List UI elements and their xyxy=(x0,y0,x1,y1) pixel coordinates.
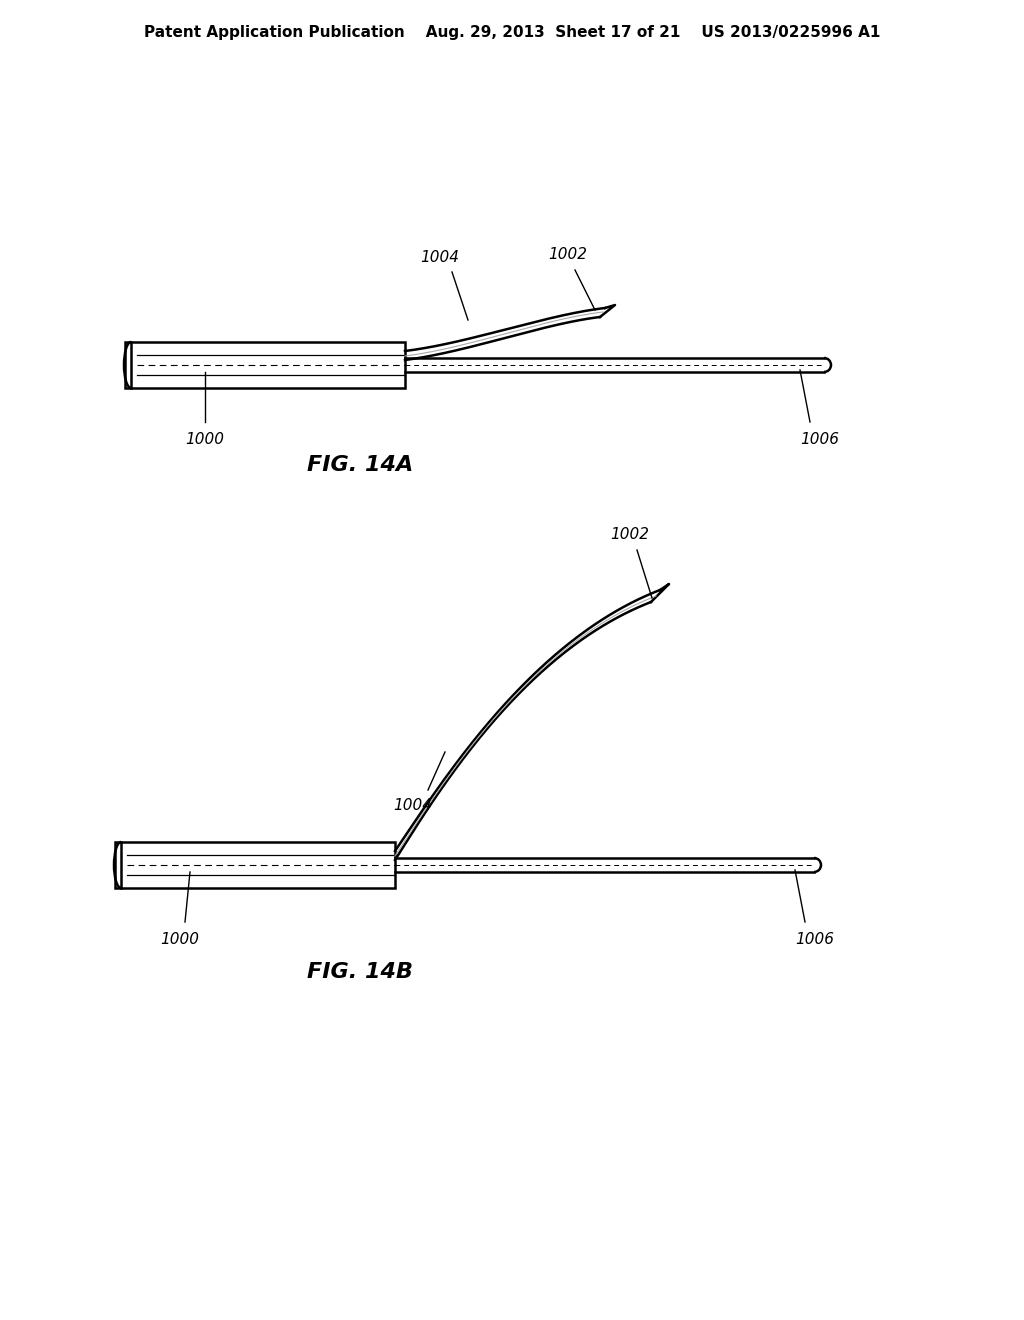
Text: 1002: 1002 xyxy=(549,247,588,261)
Text: 1004: 1004 xyxy=(421,249,460,265)
Text: Patent Application Publication    Aug. 29, 2013  Sheet 17 of 21    US 2013/02259: Patent Application Publication Aug. 29, … xyxy=(143,25,881,41)
Text: 1000: 1000 xyxy=(185,432,224,447)
Text: 1006: 1006 xyxy=(801,432,840,447)
Text: FIG. 14A: FIG. 14A xyxy=(307,455,413,475)
Text: 1004: 1004 xyxy=(393,799,432,813)
Text: 1006: 1006 xyxy=(796,932,835,946)
Text: 1002: 1002 xyxy=(610,527,649,543)
Text: 1000: 1000 xyxy=(161,932,200,946)
Text: FIG. 14B: FIG. 14B xyxy=(307,962,413,982)
